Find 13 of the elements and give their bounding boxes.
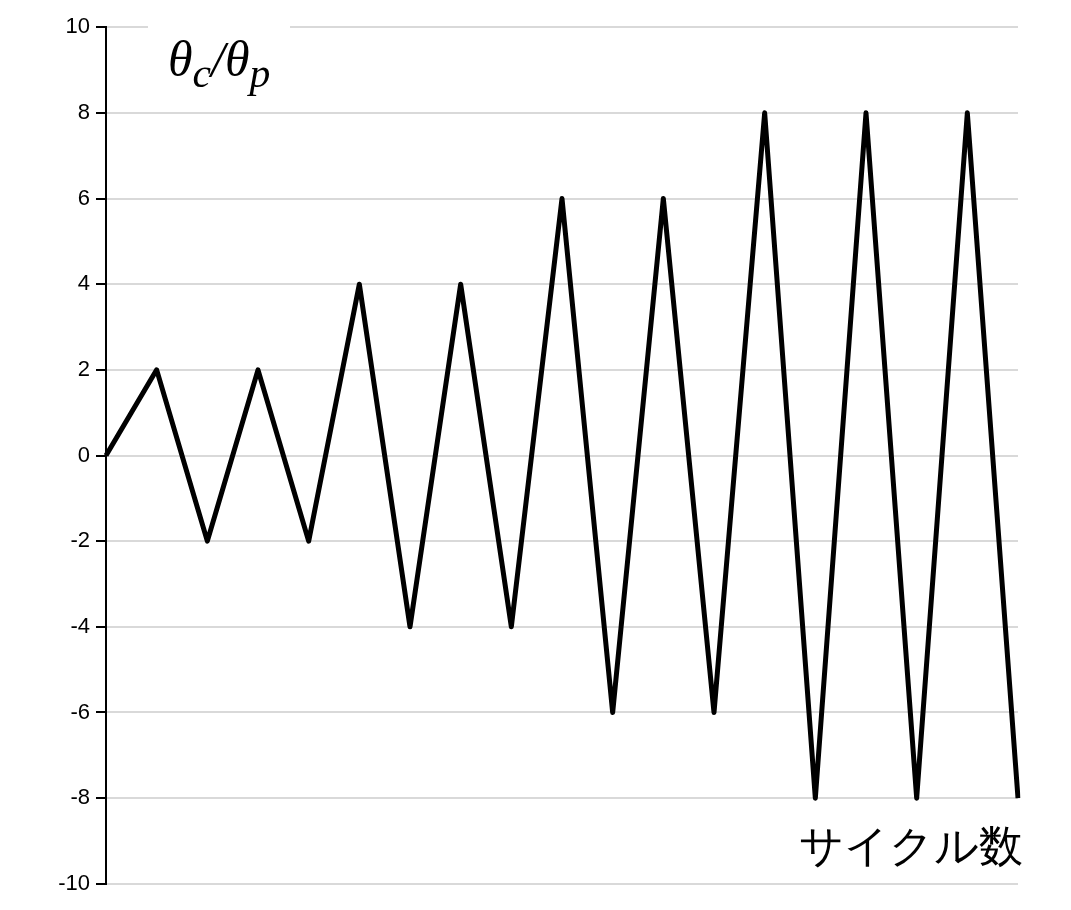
y-tick-label: -4 [70,612,90,638]
y-tick-label: 10 [65,13,90,39]
y-tick-label: -6 [70,698,90,724]
y-tick-label: 4 [77,270,90,296]
y-tick-label: 6 [77,184,90,210]
y-axis-title: θ$_{c}$/θ$_{p}$ [148,24,291,108]
y-tick-label: -2 [70,527,90,553]
y-tick-label: 8 [77,98,90,124]
y-tick-label: 2 [77,355,90,381]
y-tick-label: -8 [70,784,90,810]
x-axis-title: サイクル数 [799,819,1023,873]
y-tick-label: 0 [77,441,90,467]
y-tick-label: -10 [58,869,90,895]
